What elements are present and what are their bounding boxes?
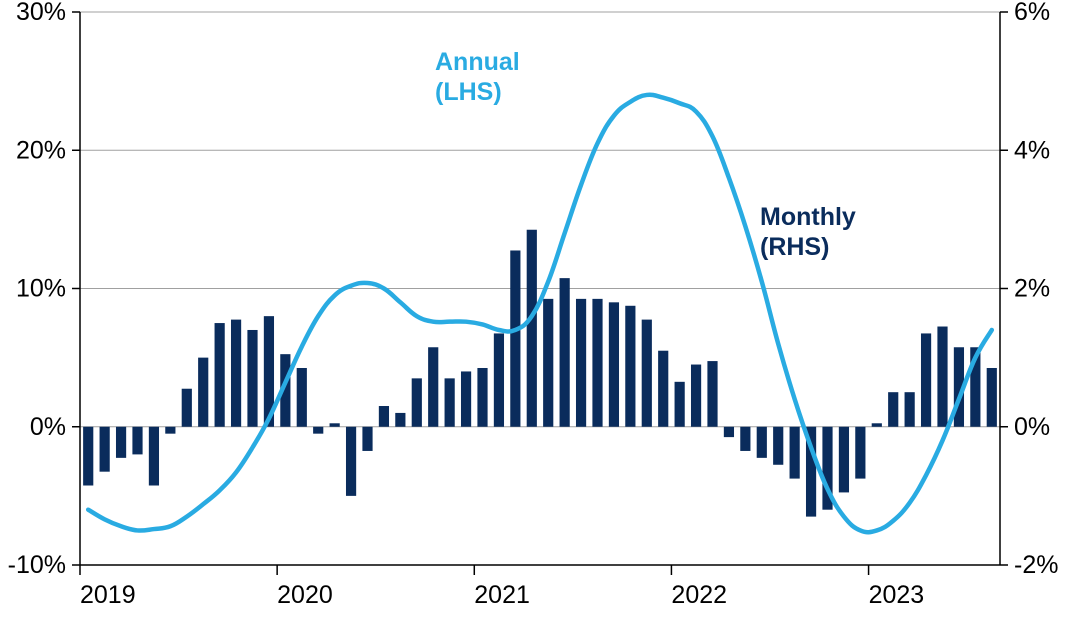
bar: [362, 427, 372, 451]
bar: [740, 427, 750, 451]
bar: [839, 427, 849, 493]
bar: [790, 427, 800, 479]
bar: [247, 330, 257, 427]
bar: [461, 371, 471, 426]
chart-container: 2019 2020 2021 2022 2023 -10% 0% 10% 20% 30% -2% 0%…: [0, 0, 1084, 623]
y-right-tick-label: 4%: [1014, 136, 1050, 164]
bar: [215, 323, 225, 427]
bar: [675, 382, 685, 427]
bar: [379, 406, 389, 427]
y-right-tick-label: 2%: [1014, 275, 1050, 303]
bar: [395, 413, 405, 427]
bar: [658, 351, 668, 427]
x-tick-label: 2021: [474, 581, 530, 609]
bar: [855, 427, 865, 479]
bar: [100, 427, 110, 472]
bar: [494, 333, 504, 426]
bar: [987, 368, 997, 427]
x-tick-label: 2023: [869, 581, 925, 609]
y-left-tick-label: 10%: [16, 275, 66, 303]
bar: [313, 427, 323, 434]
bar: [543, 299, 553, 427]
legend-monthly-line: (RHS): [760, 233, 829, 261]
bar: [757, 427, 767, 458]
combo-chart: 2019 2020 2021 2022 2023 -10% 0% 10% 20% 30% -2% 0%…: [0, 0, 1084, 623]
bar: [428, 347, 438, 426]
bar: [576, 299, 586, 427]
bar: [609, 302, 619, 426]
bar: [905, 392, 915, 427]
bar: [182, 389, 192, 427]
bar: [888, 392, 898, 427]
bar: [330, 423, 340, 426]
bar: [872, 423, 882, 426]
legend-annual-line: (LHS): [435, 78, 502, 106]
bar: [116, 427, 126, 458]
bar: [510, 250, 520, 426]
x-tick-label: 2022: [671, 581, 727, 609]
bar: [560, 278, 570, 427]
x-tick-label: 2019: [80, 581, 136, 609]
bar: [592, 299, 602, 427]
y-right-tick-label: 0%: [1014, 413, 1050, 441]
bar: [921, 333, 931, 426]
bar: [132, 427, 142, 455]
y-right-tick-label: -2%: [1014, 551, 1058, 579]
y-left-tick-label: 20%: [16, 136, 66, 164]
bar: [83, 427, 93, 486]
bar: [198, 358, 208, 427]
bar: [297, 368, 307, 427]
y-left-tick-label: -10%: [8, 551, 66, 579]
x-tick-label: 2020: [277, 581, 333, 609]
legend-annual-line: Annual: [435, 48, 520, 76]
bar: [625, 306, 635, 427]
bar: [231, 320, 241, 427]
bar: [477, 368, 487, 427]
bar: [149, 427, 159, 486]
bar: [642, 320, 652, 427]
bar: [346, 427, 356, 496]
bar: [937, 327, 947, 427]
y-left-tick-label: 0%: [30, 413, 66, 441]
bar: [527, 230, 537, 427]
bar: [165, 427, 175, 434]
bar: [412, 378, 422, 426]
bar: [707, 361, 717, 427]
y-right-tick-label: 6%: [1014, 0, 1050, 26]
bar: [445, 378, 455, 426]
y-left-tick-label: 30%: [16, 0, 66, 26]
bar: [691, 365, 701, 427]
legend-monthly-line: Monthly: [760, 203, 856, 231]
bar: [724, 427, 734, 437]
bar: [773, 427, 783, 465]
